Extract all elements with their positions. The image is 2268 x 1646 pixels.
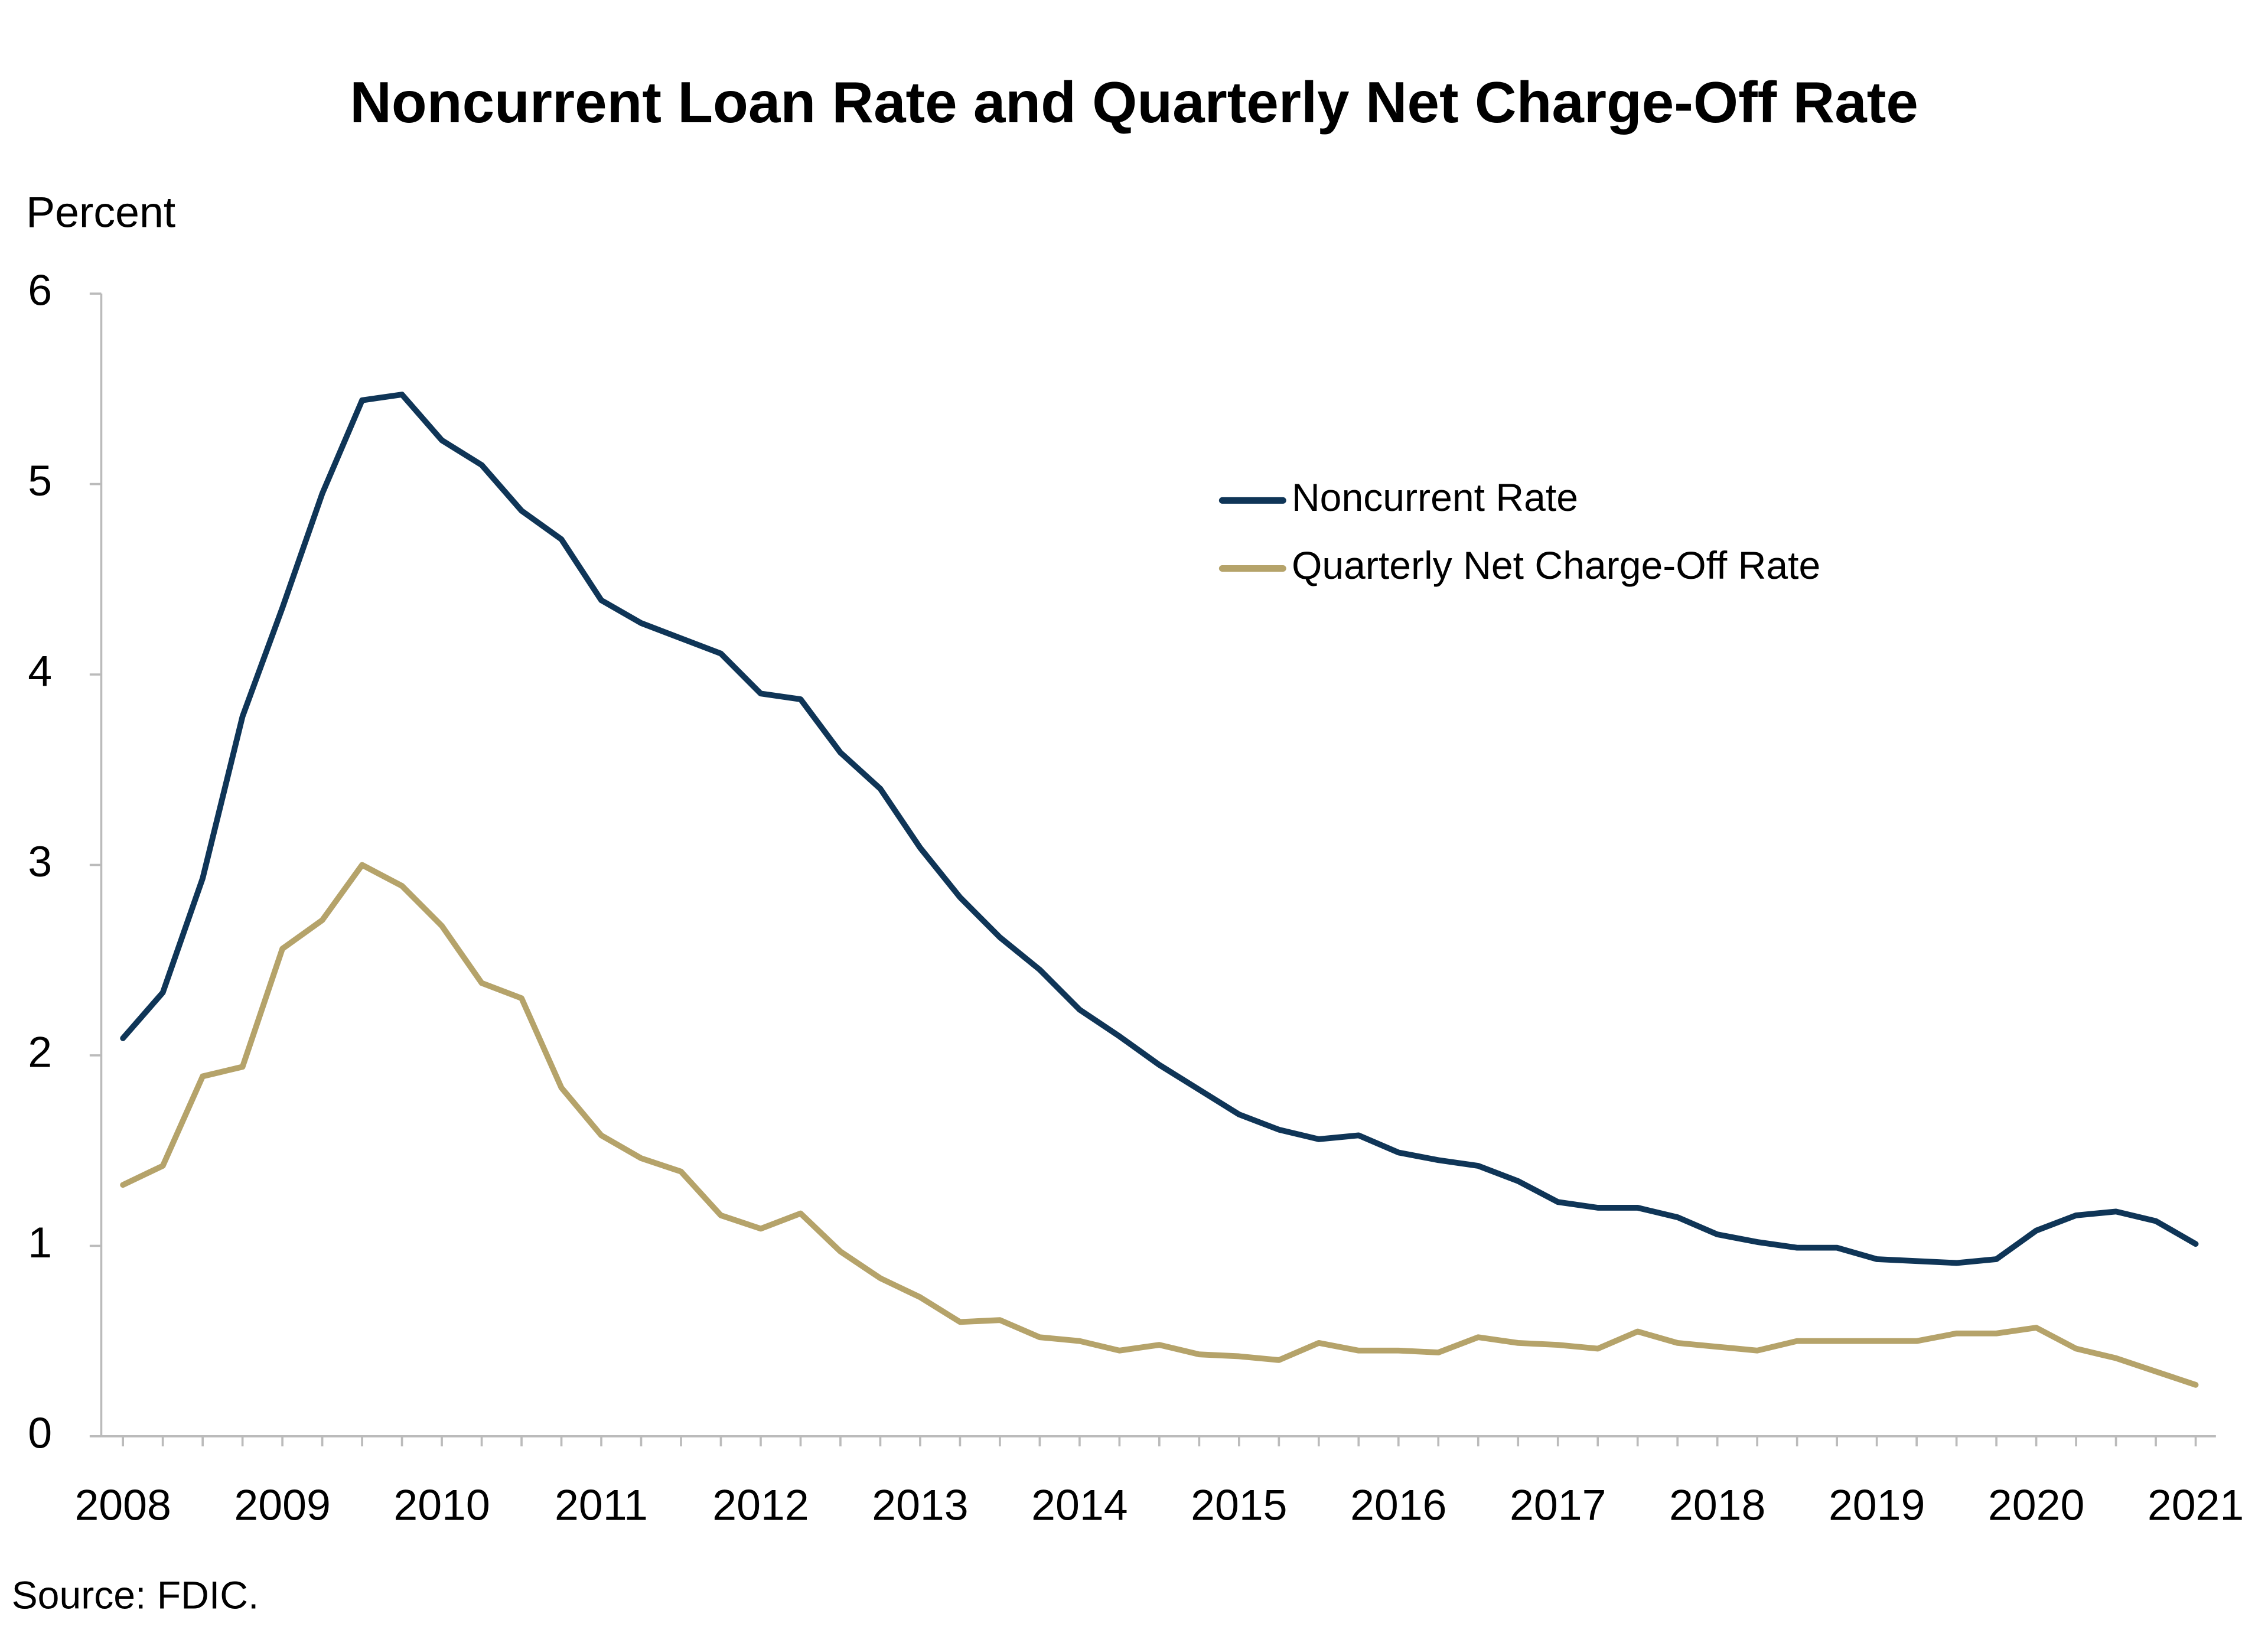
x-tick-label: 2021 xyxy=(2148,1481,2244,1530)
x-tick-label: 2019 xyxy=(1829,1481,1925,1530)
x-tick-label: 2016 xyxy=(1350,1481,1446,1530)
x-tick-label: 2014 xyxy=(1031,1481,1128,1530)
x-tick-label: 2015 xyxy=(1191,1481,1287,1530)
x-tick-label: 2009 xyxy=(234,1481,330,1530)
x-tick-label: 2020 xyxy=(1988,1481,2084,1530)
x-tick-label: 2017 xyxy=(1510,1481,1606,1530)
y-tick-label: 5 xyxy=(28,456,52,505)
y-tick-label: 2 xyxy=(28,1027,52,1076)
legend-label: Quarterly Net Charge-Off Rate xyxy=(1292,544,1820,588)
x-tick-label: 2008 xyxy=(74,1481,171,1530)
x-tick-label: 2013 xyxy=(872,1481,968,1530)
x-tick-label: 2018 xyxy=(1669,1481,1765,1530)
y-tick-label: 0 xyxy=(28,1408,52,1457)
x-tick-label: 2012 xyxy=(712,1481,809,1530)
y-tick-label: 4 xyxy=(28,646,52,695)
y-tick-label: 1 xyxy=(28,1218,52,1267)
chart-title: Noncurrent Loan Rate and Quarterly Net C… xyxy=(350,70,1918,135)
source-note: Source: FDIC. xyxy=(12,1574,259,1618)
x-tick-label: 2011 xyxy=(555,1481,648,1530)
y-tick-label: 3 xyxy=(28,837,52,886)
x-tick-label: 2010 xyxy=(393,1481,490,1530)
series-line xyxy=(120,392,2199,1266)
series-line xyxy=(120,862,2199,1388)
y-axis-label: Percent xyxy=(26,187,175,236)
y-tick-label: 6 xyxy=(28,266,52,315)
legend-label: Noncurrent Rate xyxy=(1292,476,1578,520)
